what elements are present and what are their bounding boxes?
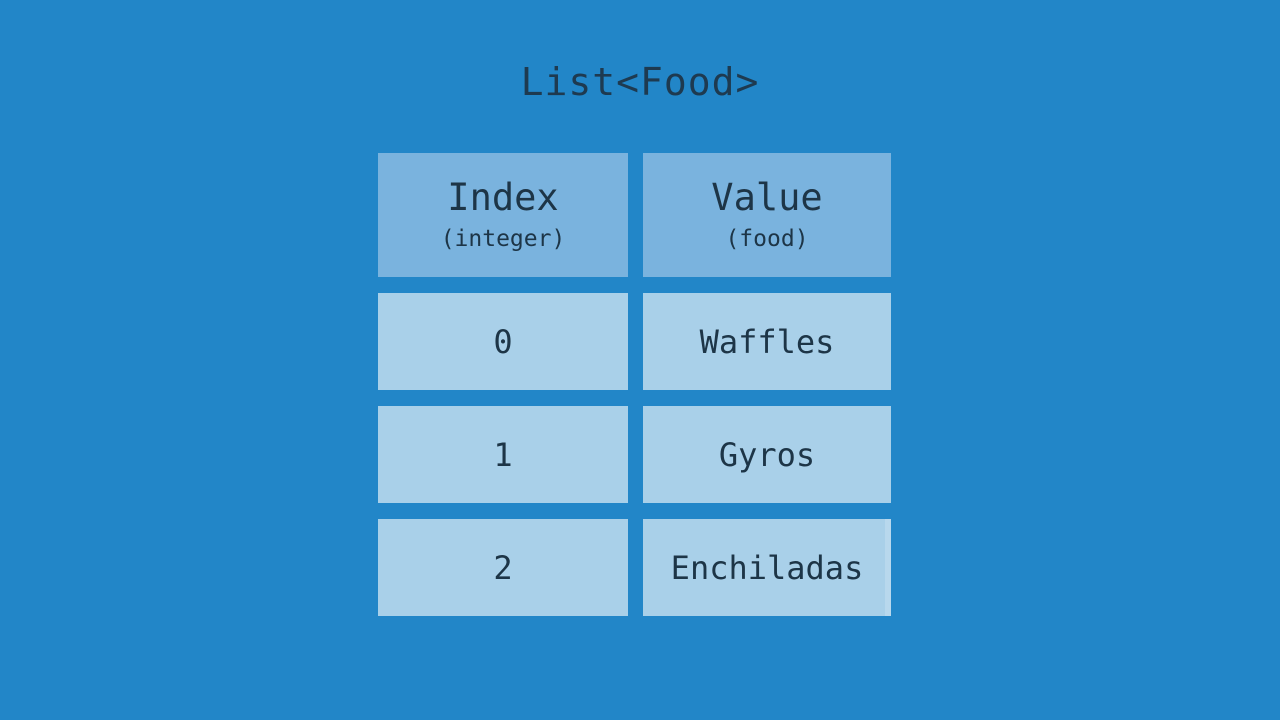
value-cell-row-2: Enchiladas (643, 519, 891, 616)
index-cell-row-1: 1 (378, 406, 628, 503)
index-cell-row-0: 0 (378, 293, 628, 390)
cell-edge-highlight (885, 519, 891, 616)
value-cell-row-0: Waffles (643, 293, 891, 390)
list-table: Index (integer) Value (food) 0 Waffles 1… (378, 153, 891, 616)
value-column-name: Value (711, 175, 823, 219)
value-cell-row-1: Gyros (643, 406, 891, 503)
value-cell-row-2-text: Enchiladas (670, 548, 864, 587)
value-column-header: Value (food) (643, 153, 891, 277)
list-type-title: List<Food> (520, 60, 760, 104)
value-column-type: (food) (725, 226, 809, 253)
index-column-name: Index (447, 175, 559, 219)
index-column-type: (integer) (440, 226, 566, 253)
index-cell-row-2: 2 (378, 519, 628, 616)
index-column-header: Index (integer) (378, 153, 628, 277)
